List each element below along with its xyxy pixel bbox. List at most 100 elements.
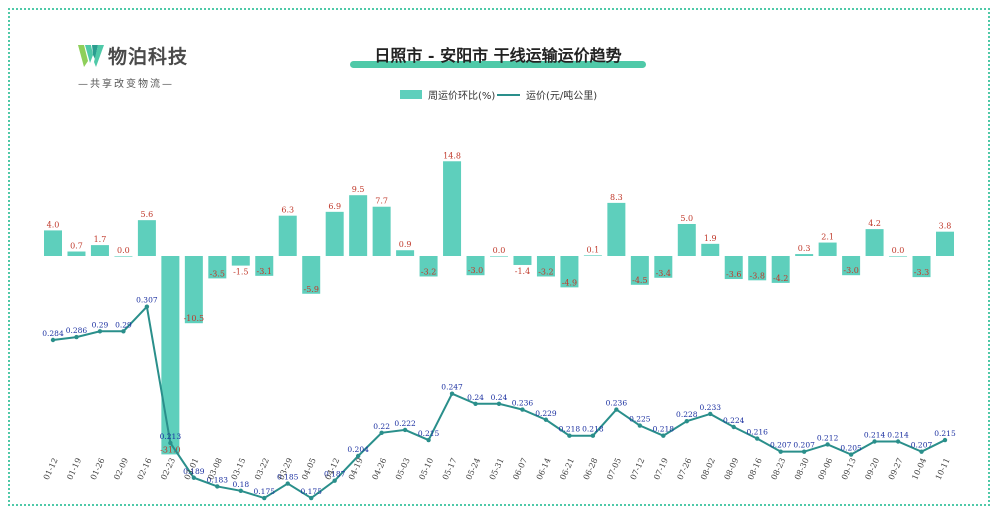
bar-07-26 <box>677 224 696 256</box>
line-label-05-10: 0.215 <box>418 429 440 438</box>
bar-label-02-16: 5.6 <box>141 210 154 219</box>
legend-bar-label: 周运价环比(%) <box>428 90 495 102</box>
title-underline-bar <box>350 61 646 68</box>
bar-09-20 <box>865 229 884 256</box>
line-point-04-19 <box>355 453 361 459</box>
line-point-10-11 <box>942 437 948 443</box>
x-tick-08-23: 08-23 <box>769 457 787 482</box>
x-tick-05-03: 05-03 <box>394 457 412 482</box>
x-tick-10-11: 10-11 <box>934 457 952 482</box>
line-point-03-01 <box>191 475 197 480</box>
x-tick-01-19: 01-19 <box>65 457 83 482</box>
x-tick-05-31: 05-31 <box>488 457 506 482</box>
bar-06-21 <box>560 256 579 288</box>
bar-09-13 <box>842 256 861 276</box>
line-label-03-22: 0.175 <box>254 487 276 496</box>
line-point-07-05 <box>614 407 619 412</box>
bar-08-30 <box>795 254 814 256</box>
line-label-03-29: 0.185 <box>277 473 299 482</box>
line-point-05-03 <box>402 427 408 433</box>
line-label-06-28: 0.218 <box>582 425 604 434</box>
bar-05-24 <box>466 256 485 276</box>
line-point-01-19 <box>74 334 79 340</box>
x-tick-02-09: 02-09 <box>112 457 130 482</box>
legend-line-label: 运价(元/吨公里) <box>526 89 597 102</box>
line-point-06-28 <box>590 433 596 438</box>
bar-label-05-31: 0.0 <box>493 246 506 255</box>
line-point-03-29 <box>285 481 290 486</box>
line-point-09-27 <box>895 439 901 444</box>
line-point-03-08 <box>215 484 220 489</box>
bar-label-08-23: -4.2 <box>773 274 788 283</box>
bar-label-04-05: -5.9 <box>303 285 318 294</box>
x-tick-08-30: 08-30 <box>793 457 811 482</box>
bar-07-12 <box>630 256 649 285</box>
bar-label-09-06: 2.1 <box>821 233 834 242</box>
bar-07-19 <box>654 256 673 278</box>
bar-label-03-29: 6.3 <box>281 206 294 215</box>
bar-label-07-19: -3.4 <box>656 269 671 278</box>
bar-label-05-24: -3.0 <box>468 266 483 275</box>
bar-label-07-12: -4.5 <box>632 276 647 285</box>
x-tick-08-02: 08-02 <box>699 457 717 482</box>
brand-name: 物泊科技 <box>108 46 189 68</box>
line-label-08-30: 0.207 <box>793 441 815 450</box>
line-label-02-09: 0.29 <box>115 320 132 329</box>
chart-title: 日照市 - 安阳市 干线运输运价趋势 <box>374 46 622 65</box>
line-point-08-02 <box>708 411 713 417</box>
x-tick-07-19: 07-19 <box>652 457 670 482</box>
line-label-05-17: 0.247 <box>441 383 463 392</box>
bar-09-06 <box>818 242 837 256</box>
x-tick-04-26: 04-26 <box>370 457 388 482</box>
line-label-04-26: 0.22 <box>373 422 390 431</box>
x-tick-02-16: 02-16 <box>136 457 154 482</box>
bar-label-05-03: 0.9 <box>399 240 412 249</box>
brand-logo-icon <box>78 44 104 67</box>
line-point-08-23 <box>778 449 783 454</box>
bar-02-23 <box>161 256 180 455</box>
bar-04-26 <box>372 206 391 256</box>
line-label-02-16: 0.307 <box>136 296 158 305</box>
x-tick-08-16: 08-16 <box>746 457 764 482</box>
bar-label-08-09: -3.6 <box>726 270 741 279</box>
bar-06-28 <box>583 255 602 256</box>
line-point-07-19 <box>661 433 666 438</box>
bar-05-17 <box>443 161 462 256</box>
bar-04-19 <box>349 195 368 256</box>
line-label-01-12: 0.284 <box>42 329 64 338</box>
x-tick-09-20: 09-20 <box>863 457 881 482</box>
line-label-07-26: 0.228 <box>676 410 698 419</box>
bar-label-08-30: 0.3 <box>798 244 811 253</box>
line-point-05-31 <box>496 401 502 406</box>
bar-08-16 <box>748 256 767 281</box>
x-tick-09-13: 09-13 <box>840 457 858 482</box>
bar-03-08 <box>208 256 227 279</box>
x-tick-06-28: 06-28 <box>582 457 600 482</box>
bar-label-03-08: -3.5 <box>210 269 225 278</box>
line-point-01-12 <box>50 337 56 343</box>
bar-label-02-09: 0.0 <box>117 246 130 255</box>
bar-08-02 <box>701 243 720 256</box>
line-label-06-14: 0.229 <box>535 409 557 418</box>
bar-label-10-11: 3.8 <box>939 222 952 231</box>
bar-label-02-23: -31.0 <box>160 445 181 454</box>
bar-label-06-28: 0.1 <box>587 245 600 254</box>
x-tick-03-22: 03-22 <box>253 457 271 482</box>
bar-06-14 <box>536 256 555 277</box>
line-point-09-06 <box>825 442 830 447</box>
bar-label-06-07: -1.4 <box>515 267 530 276</box>
bar-label-09-20: 4.2 <box>868 219 881 228</box>
line-label-08-09: 0.224 <box>723 416 745 425</box>
bar-07-05 <box>607 202 626 256</box>
x-tick-05-17: 05-17 <box>441 457 459 482</box>
bar-03-29 <box>278 215 297 256</box>
bar-05-31 <box>490 256 508 257</box>
brand-slogan: —共享改变物流— <box>78 79 174 90</box>
line-label-10-11: 0.215 <box>934 429 956 438</box>
line-point-08-09 <box>731 424 736 430</box>
line-label-10-04: 0.207 <box>911 441 933 450</box>
line-label-03-15: 0.18 <box>232 480 249 489</box>
bar-label-09-13: -3.0 <box>843 266 858 275</box>
bar-label-01-19: 0.7 <box>70 242 83 251</box>
bar-10-04 <box>912 256 931 278</box>
